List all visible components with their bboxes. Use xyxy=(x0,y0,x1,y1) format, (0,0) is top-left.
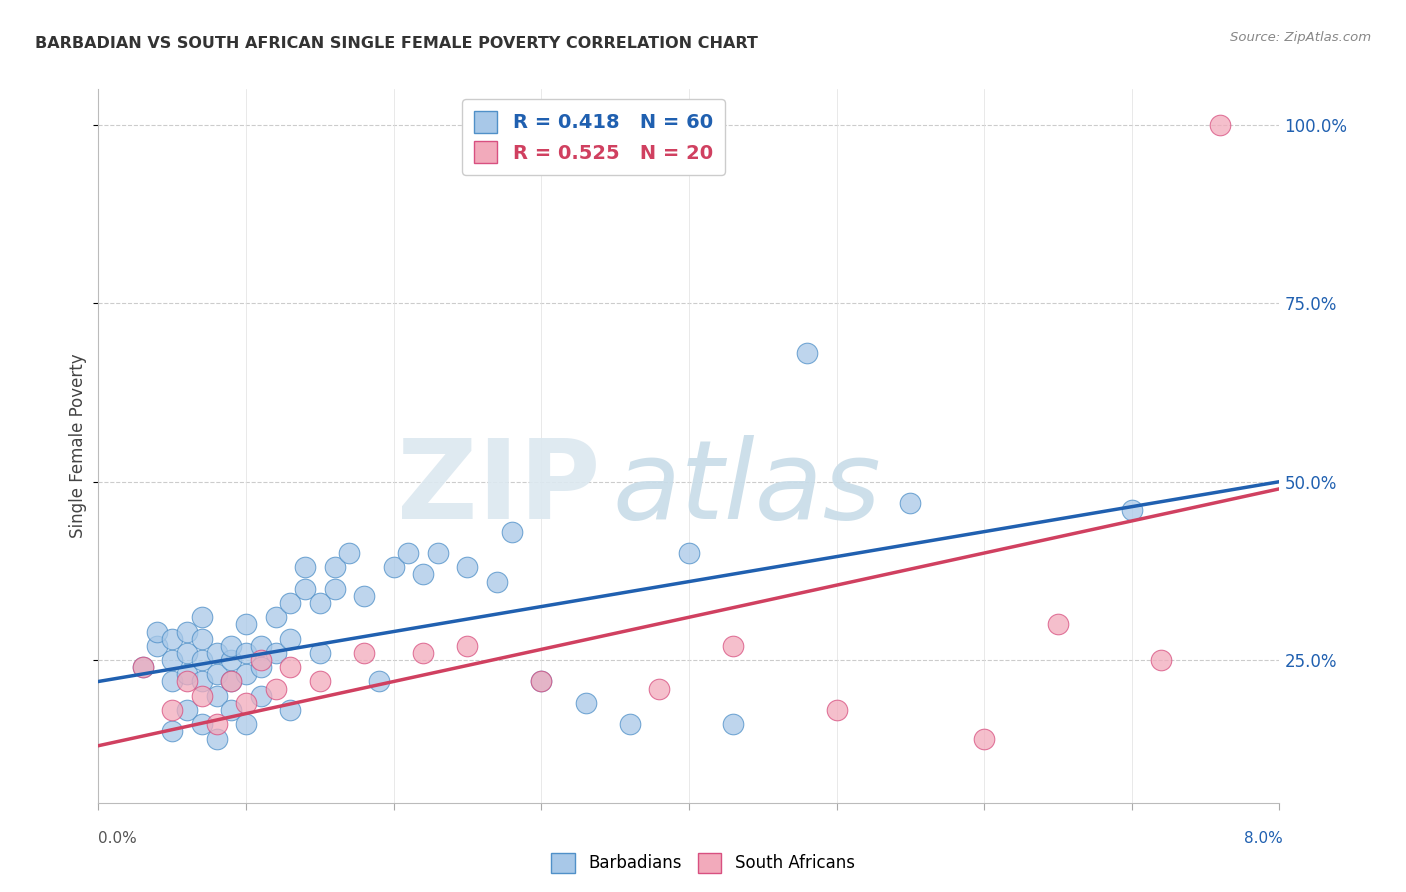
Point xyxy=(353,589,375,603)
Point xyxy=(278,632,302,646)
Point xyxy=(323,560,346,574)
Point xyxy=(176,624,198,639)
Point xyxy=(825,703,848,717)
Point xyxy=(412,567,434,582)
Point xyxy=(219,639,242,653)
Point xyxy=(162,724,183,739)
Text: Source: ZipAtlas.com: Source: ZipAtlas.com xyxy=(1230,31,1371,45)
Point xyxy=(162,674,183,689)
Point xyxy=(278,596,302,610)
Point xyxy=(235,617,257,632)
Point xyxy=(191,717,214,731)
Point xyxy=(353,646,375,660)
Point xyxy=(176,667,198,681)
Point xyxy=(412,646,434,660)
Point xyxy=(396,546,419,560)
Point xyxy=(574,696,596,710)
Point xyxy=(219,674,242,689)
Point xyxy=(796,346,818,360)
Point xyxy=(721,639,744,653)
Point xyxy=(146,624,169,639)
Point xyxy=(619,717,641,731)
Point xyxy=(205,731,228,746)
Point xyxy=(219,703,242,717)
Point xyxy=(294,582,316,596)
Point xyxy=(308,596,332,610)
Text: 8.0%: 8.0% xyxy=(1243,831,1282,846)
Point xyxy=(250,639,273,653)
Text: 0.0%: 0.0% xyxy=(98,831,138,846)
Point xyxy=(176,674,198,689)
Point xyxy=(162,632,183,646)
Legend: Barbadians, South Africans: Barbadians, South Africans xyxy=(544,847,862,880)
Point xyxy=(250,689,273,703)
Point xyxy=(1209,118,1232,132)
Point xyxy=(205,717,228,731)
Point xyxy=(294,560,316,574)
Point xyxy=(530,674,553,689)
Point xyxy=(264,610,287,624)
Point xyxy=(219,653,242,667)
Point xyxy=(530,674,553,689)
Point xyxy=(382,560,405,574)
Legend: R = 0.418   N = 60, R = 0.525   N = 20: R = 0.418 N = 60, R = 0.525 N = 20 xyxy=(463,99,725,175)
Point xyxy=(648,681,671,696)
Point xyxy=(219,674,242,689)
Point xyxy=(191,632,214,646)
Point xyxy=(308,646,332,660)
Point xyxy=(162,703,183,717)
Point xyxy=(1150,653,1173,667)
Point xyxy=(176,703,198,717)
Point xyxy=(250,660,273,674)
Point xyxy=(235,667,257,681)
Point xyxy=(264,681,287,696)
Point xyxy=(235,646,257,660)
Point xyxy=(485,574,508,589)
Text: BARBADIAN VS SOUTH AFRICAN SINGLE FEMALE POVERTY CORRELATION CHART: BARBADIAN VS SOUTH AFRICAN SINGLE FEMALE… xyxy=(35,36,758,51)
Point xyxy=(973,731,995,746)
Text: atlas: atlas xyxy=(612,435,880,542)
Point xyxy=(308,674,332,689)
Point xyxy=(1121,503,1143,517)
Point xyxy=(191,689,214,703)
Point xyxy=(721,717,744,731)
Point xyxy=(501,524,523,539)
Point xyxy=(205,689,228,703)
Point xyxy=(250,653,273,667)
Point xyxy=(176,646,198,660)
Point xyxy=(426,546,449,560)
Point xyxy=(132,660,155,674)
Point xyxy=(278,703,302,717)
Point xyxy=(235,717,257,731)
Point xyxy=(1046,617,1069,632)
Point xyxy=(323,582,346,596)
Point xyxy=(367,674,389,689)
Point xyxy=(278,660,302,674)
Text: ZIP: ZIP xyxy=(396,435,600,542)
Point xyxy=(678,546,700,560)
Point xyxy=(205,646,228,660)
Y-axis label: Single Female Poverty: Single Female Poverty xyxy=(69,354,87,538)
Point xyxy=(146,639,169,653)
Point xyxy=(191,610,214,624)
Point xyxy=(132,660,155,674)
Point xyxy=(456,639,478,653)
Point xyxy=(191,653,214,667)
Point xyxy=(456,560,478,574)
Point xyxy=(205,667,228,681)
Point xyxy=(235,696,257,710)
Point xyxy=(162,653,183,667)
Point xyxy=(337,546,360,560)
Point xyxy=(900,496,922,510)
Point xyxy=(264,646,287,660)
Point xyxy=(191,674,214,689)
